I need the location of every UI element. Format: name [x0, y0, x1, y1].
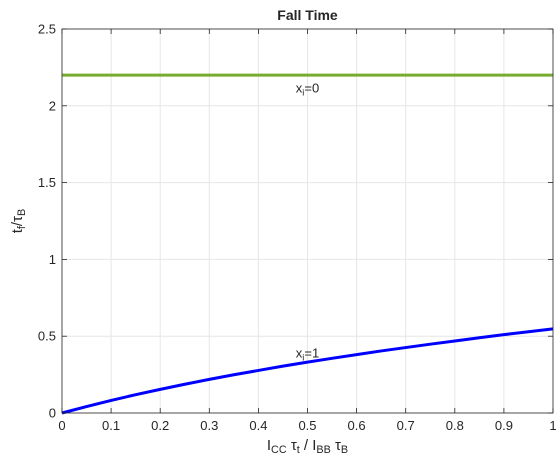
series-line-2 [61, 327, 554, 415]
x-axis-title: ICC τt / IBB τB [267, 437, 348, 456]
curve-annotation: xi=1 [296, 345, 319, 362]
y-axis-title: tf/τB [9, 209, 28, 233]
x-tick-label: 0.3 [200, 418, 218, 433]
x-tick-label: 0.4 [249, 418, 267, 433]
y-tick-label: 0 [49, 406, 56, 421]
x-tick-label: 0.1 [102, 418, 120, 433]
axes [61, 28, 554, 414]
series-lines [61, 73, 554, 415]
x-tick-label: 0.5 [298, 418, 316, 433]
y-tick-label: 1.5 [38, 175, 56, 190]
x-tick-label: 0.7 [397, 418, 415, 433]
y-tick-label: 2 [49, 98, 56, 113]
y-tick-label: 2.5 [38, 22, 56, 37]
x-tick-label: 0.2 [151, 418, 169, 433]
tick-labels: 0 0.1 0.2 0.3 0.4 0.5 0.6 0.7 0.8 0.9 1 0 0.5 1 1.5 2 2.… [38, 22, 557, 434]
x-tick-label: 1 [549, 418, 556, 433]
y-tick-label: 1 [49, 252, 56, 267]
x-tick-label: 0.9 [495, 418, 513, 433]
x-tick-label: 0.6 [348, 418, 366, 433]
x-tick-label: 0 [58, 418, 65, 433]
curve-annotation: xi=0 [296, 80, 319, 97]
y-tick-label: 0.5 [38, 329, 56, 344]
chart-title: Fall Time [277, 7, 338, 23]
annotations: xi=0 xi=1 [296, 80, 319, 362]
x-tick-label: 0.8 [446, 418, 464, 433]
